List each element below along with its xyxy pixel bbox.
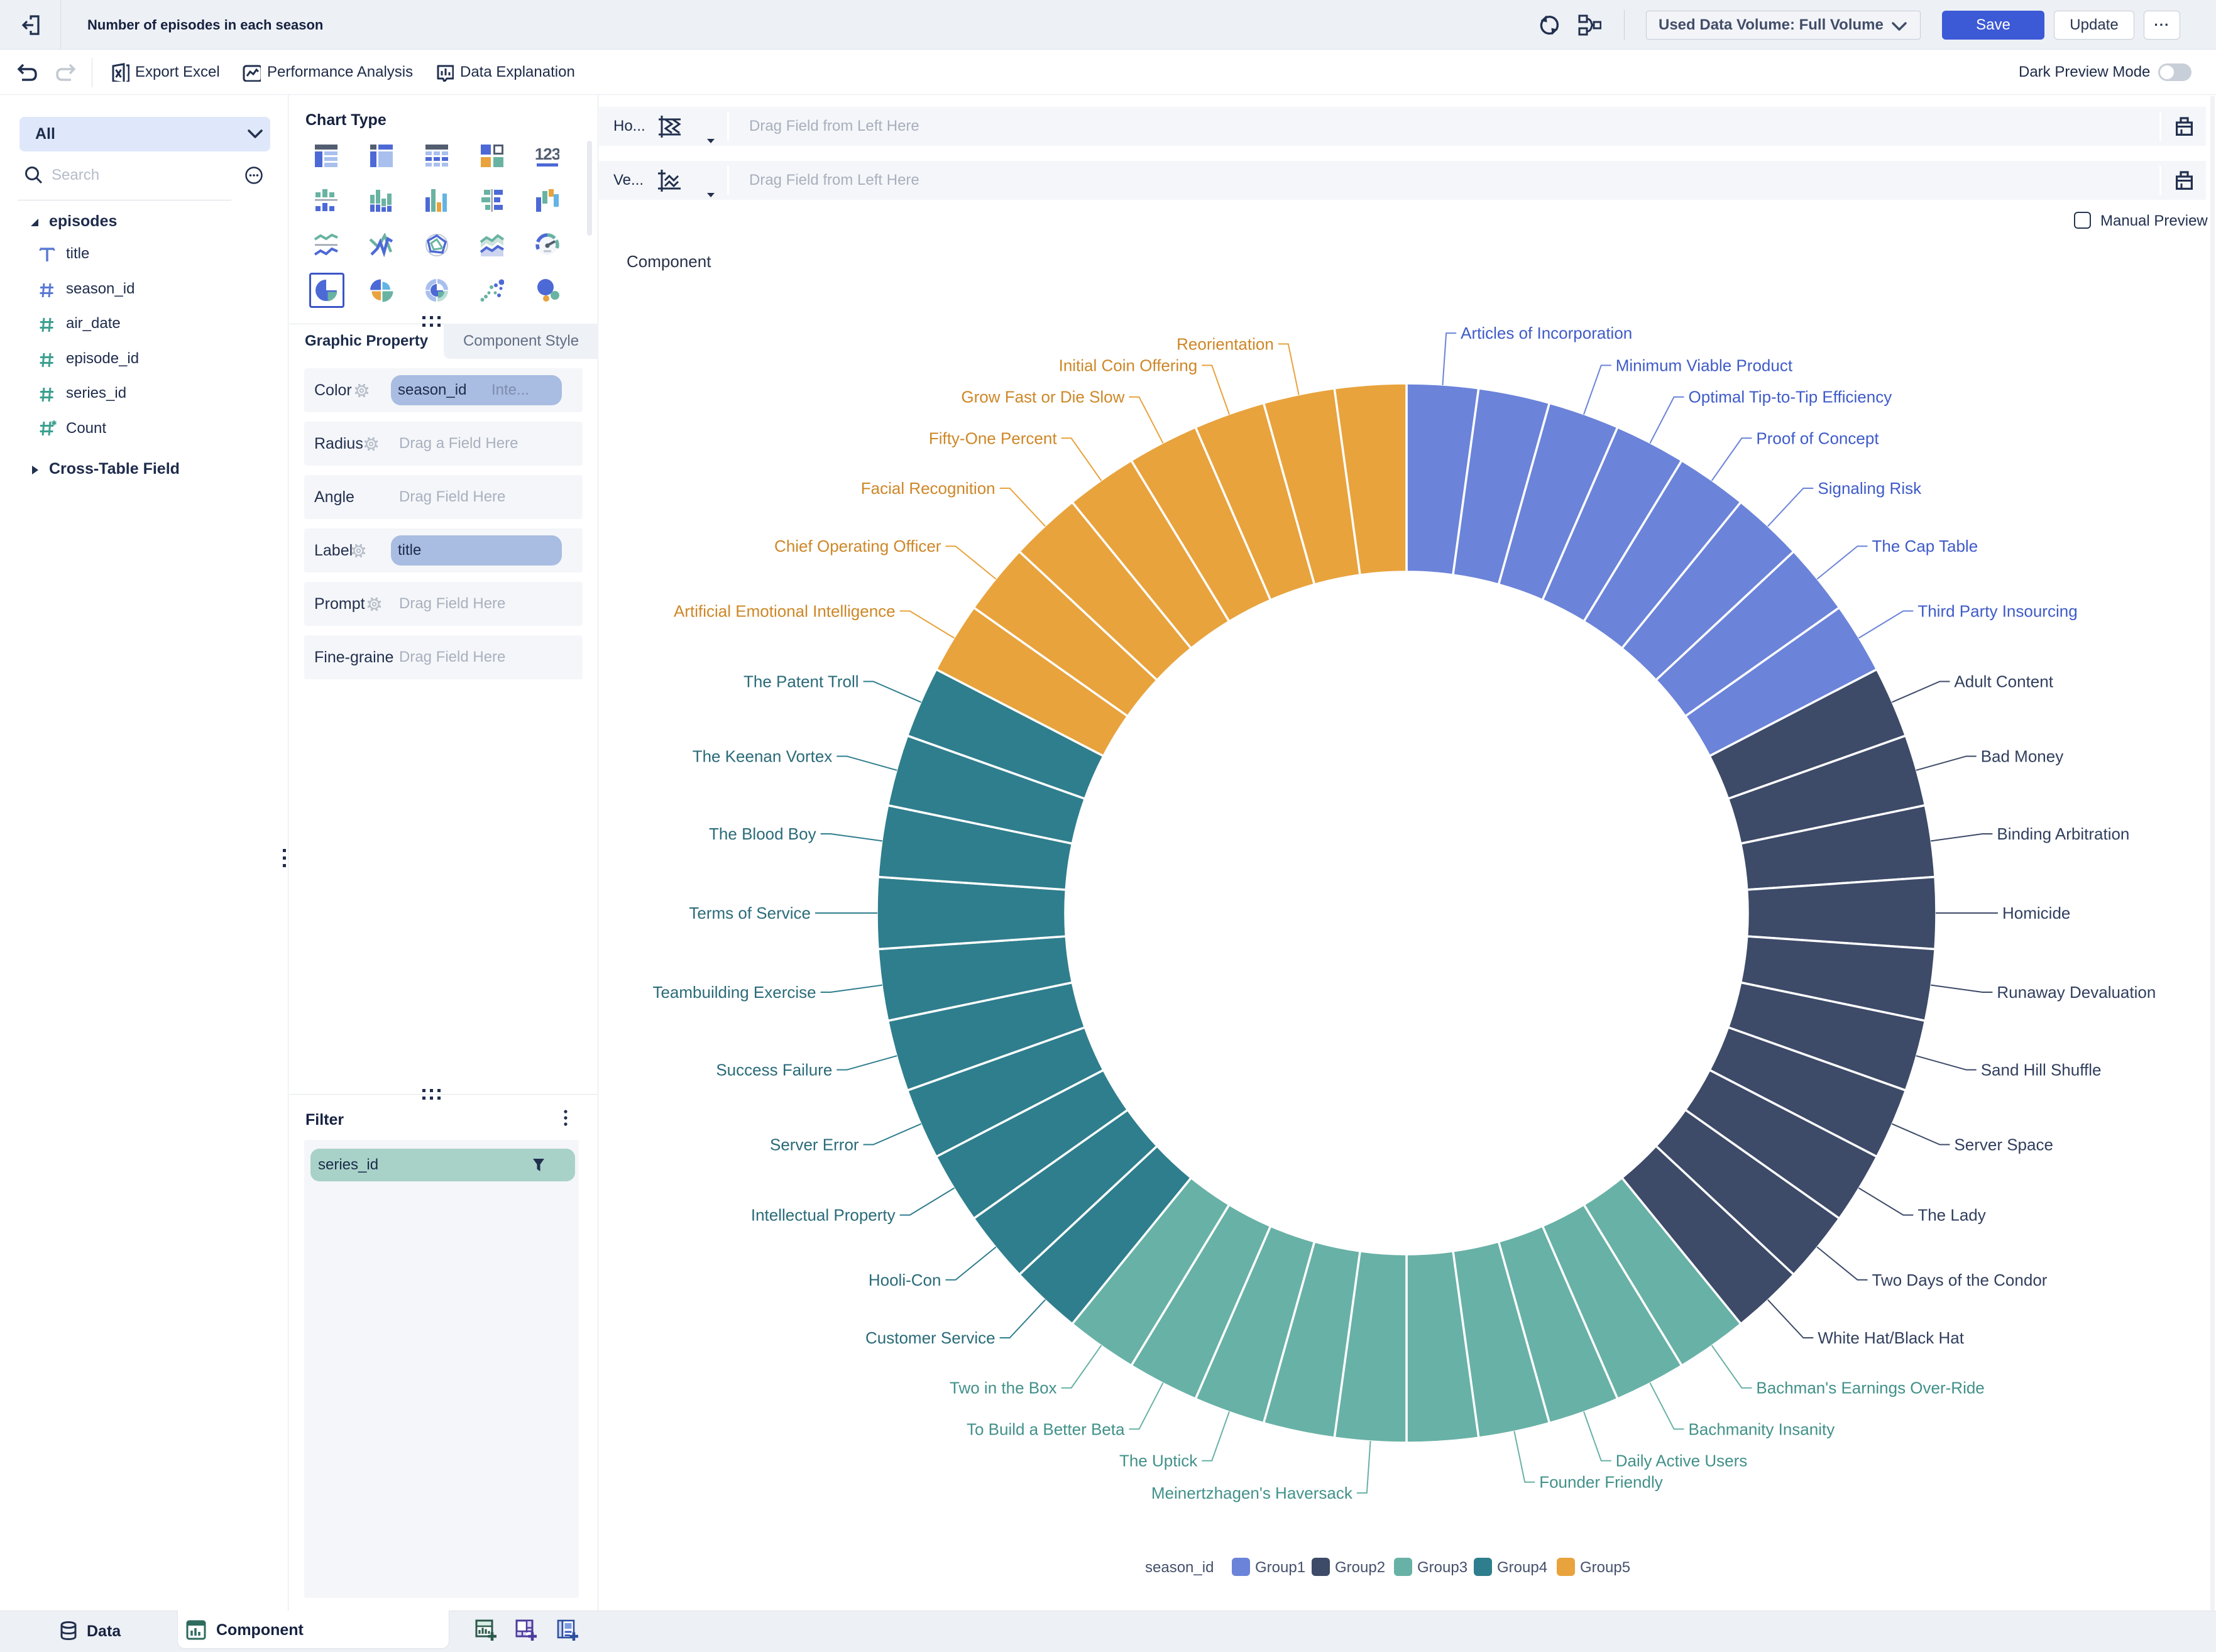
svg-text:Optimal Tip-to-Tip Efficiency: Optimal Tip-to-Tip Efficiency [1689,388,1892,407]
svg-text:The Uptick: The Uptick [1119,1452,1198,1470]
svg-text:Chief Operating Officer: Chief Operating Officer [774,537,941,555]
svg-text:Facial Recognition: Facial Recognition [861,479,996,498]
svg-text:Signaling Risk: Signaling Risk [1818,479,1922,498]
svg-text:Two in the Box: Two in the Box [950,1379,1057,1398]
svg-text:Teambuilding Exercise: Teambuilding Exercise [652,983,816,1002]
svg-text:White Hat/Black Hat: White Hat/Black Hat [1818,1328,1964,1347]
svg-text:Group3: Group3 [1417,1559,1467,1576]
svg-text:Runaway Devaluation: Runaway Devaluation [1997,983,2156,1002]
svg-text:Founder Friendly: Founder Friendly [1539,1473,1663,1492]
svg-text:The Lady: The Lady [1917,1206,1985,1225]
svg-text:Success Failure: Success Failure [716,1061,832,1080]
svg-text:Reorientation: Reorientation [1177,334,1274,353]
svg-text:Binding Arbitration: Binding Arbitration [1997,824,2129,843]
svg-text:Sand Hill Shuffle: Sand Hill Shuffle [1981,1061,2102,1080]
svg-text:Group1: Group1 [1255,1559,1305,1576]
svg-text:Group5: Group5 [1580,1559,1630,1576]
svg-text:Grow Fast or Die Slow: Grow Fast or Die Slow [961,388,1124,407]
svg-text:Homicide: Homicide [2002,904,2070,922]
svg-text:Terms of Service: Terms of Service [689,904,811,922]
svg-text:Minimum Viable Product: Minimum Viable Product [1616,356,1793,375]
svg-text:Hooli-Con: Hooli-Con [869,1271,941,1289]
svg-text:The Keenan Vortex: The Keenan Vortex [693,747,833,765]
svg-text:Proof of Concept: Proof of Concept [1756,429,1879,447]
svg-text:Third Party Insourcing: Third Party Insourcing [1917,601,2077,620]
svg-text:Server Error: Server Error [770,1135,859,1154]
svg-text:Bachman's Earnings Over-Ride: Bachman's Earnings Over-Ride [1756,1379,1984,1398]
svg-text:Intellectual Property: Intellectual Property [751,1206,896,1225]
svg-text:season_id: season_id [1145,1559,1214,1576]
svg-text:Group4: Group4 [1497,1559,1547,1576]
svg-text:The Patent Troll: The Patent Troll [743,672,859,691]
svg-text:Daily Active Users: Daily Active Users [1616,1452,1748,1470]
svg-text:Articles of Incorporation: Articles of Incorporation [1461,324,1632,342]
svg-text:Bachmanity Insanity: Bachmanity Insanity [1689,1420,1835,1438]
svg-text:To Build a Better Beta: To Build a Better Beta [967,1420,1125,1438]
svg-text:Two Days of the Condor: Two Days of the Condor [1872,1271,2048,1289]
svg-text:Server Space: Server Space [1954,1135,2053,1154]
svg-text:The Blood Boy: The Blood Boy [709,824,816,843]
svg-text:Fifty-One Percent: Fifty-One Percent [929,429,1058,447]
svg-text:Artificial Emotional Intellige: Artificial Emotional Intelligence [674,601,896,620]
svg-text:The Cap Table: The Cap Table [1872,537,1978,555]
svg-text:Initial Coin Offering: Initial Coin Offering [1059,356,1198,375]
svg-text:Bad Money: Bad Money [1981,747,2064,765]
svg-text:Meinertzhagen's Haversack: Meinertzhagen's Haversack [1151,1484,1353,1502]
svg-text:Group2: Group2 [1335,1559,1385,1576]
svg-text:123: 123 [535,145,559,163]
svg-text:Customer Service: Customer Service [865,1328,996,1347]
svg-text:Adult Content: Adult Content [1954,672,2053,691]
